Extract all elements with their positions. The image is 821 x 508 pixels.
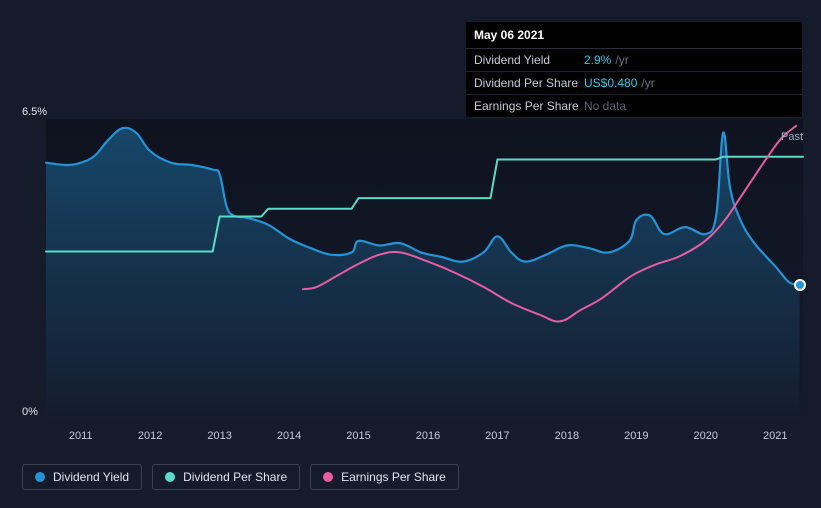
x-tick: 2017 — [485, 430, 509, 442]
legend-label: Earnings Per Share — [341, 470, 446, 484]
tooltip-row-yield: Dividend Yield 2.9% /yr — [466, 49, 802, 72]
tooltip-unit: /yr — [615, 53, 628, 67]
tooltip-label: Earnings Per Share — [474, 99, 584, 113]
legend: Dividend Yield Dividend Per Share Earnin… — [22, 464, 459, 490]
tooltip-value: 2.9% — [584, 53, 611, 67]
legend-item-dps[interactable]: Dividend Per Share — [152, 464, 300, 490]
tooltip-label: Dividend Per Share — [474, 76, 584, 90]
y-tick-max: 6.5% — [22, 106, 47, 118]
x-tick: 2021 — [763, 430, 787, 442]
tooltip-label: Dividend Yield — [474, 53, 584, 67]
tooltip-value: No data — [584, 99, 626, 113]
x-tick: 2016 — [416, 430, 440, 442]
tooltip-value: US$0.480 — [584, 76, 637, 90]
current-point-marker — [794, 279, 806, 291]
legend-dot-icon — [323, 472, 333, 482]
y-tick-min: 0% — [22, 406, 38, 418]
legend-label: Dividend Per Share — [183, 470, 287, 484]
x-tick: 2018 — [555, 430, 579, 442]
chart-tooltip: May 06 2021 Dividend Yield 2.9% /yr Divi… — [466, 22, 802, 117]
legend-label: Dividend Yield — [53, 470, 129, 484]
dividend-chart: May 06 2021 Dividend Yield 2.9% /yr Divi… — [0, 0, 821, 508]
chart-svg — [46, 119, 803, 418]
x-tick: 2014 — [277, 430, 301, 442]
x-tick: 2015 — [346, 430, 370, 442]
x-tick: 2011 — [69, 430, 93, 442]
legend-item-yield[interactable]: Dividend Yield — [22, 464, 142, 490]
plot-area[interactable] — [46, 119, 803, 418]
tooltip-date: May 06 2021 — [466, 22, 802, 49]
legend-dot-icon — [35, 472, 45, 482]
x-tick: 2020 — [694, 430, 718, 442]
x-tick: 2019 — [624, 430, 648, 442]
past-label: Past — [781, 131, 803, 143]
legend-item-eps[interactable]: Earnings Per Share — [310, 464, 459, 490]
x-tick: 2013 — [207, 430, 231, 442]
tooltip-row-dps: Dividend Per Share US$0.480 /yr — [466, 72, 802, 95]
legend-dot-icon — [165, 472, 175, 482]
tooltip-unit: /yr — [641, 76, 654, 90]
x-tick: 2012 — [138, 430, 162, 442]
tooltip-row-eps: Earnings Per Share No data — [466, 95, 802, 117]
x-axis: 2011 2012 2013 2014 2015 2016 2017 2018 2019 2020… — [46, 430, 803, 448]
